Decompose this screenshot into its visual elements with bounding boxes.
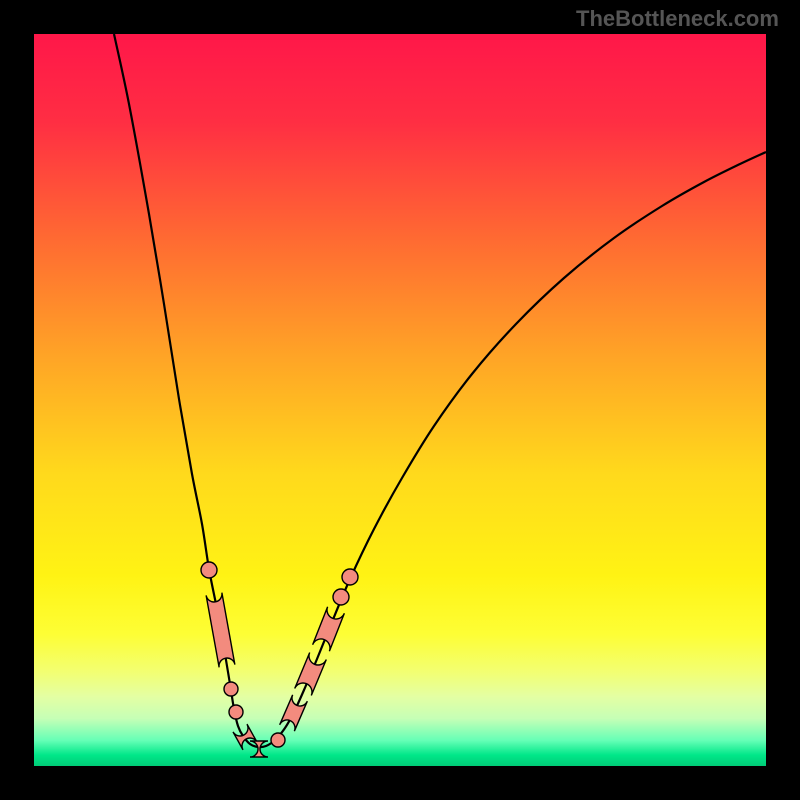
data-marker	[342, 569, 358, 585]
data-marker	[229, 705, 243, 719]
data-marker	[224, 682, 238, 696]
bottleneck-chart	[0, 0, 800, 800]
data-marker	[271, 733, 285, 747]
plot-background	[34, 34, 766, 766]
watermark-text: TheBottleneck.com	[576, 6, 779, 32]
data-marker	[333, 589, 349, 605]
data-marker	[201, 562, 217, 578]
